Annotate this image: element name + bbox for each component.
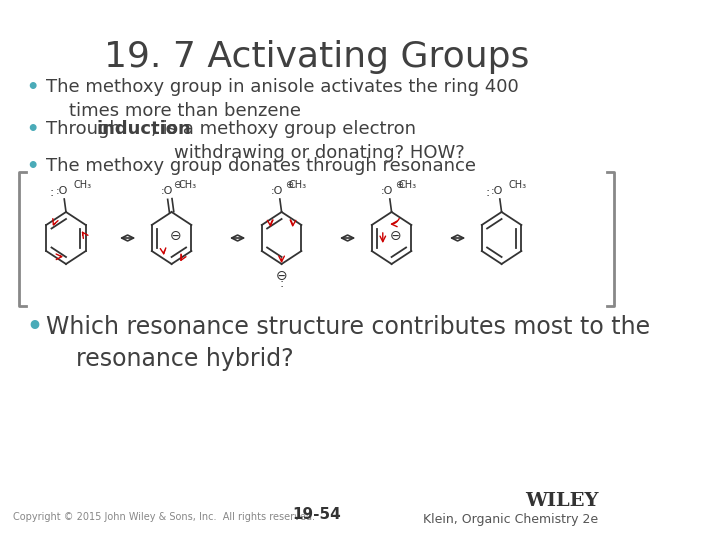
Text: Through: Through [46,120,126,138]
Text: Copyright © 2015 John Wiley & Sons, Inc.  All rights reserved.: Copyright © 2015 John Wiley & Sons, Inc.… [13,512,315,522]
Text: The methoxy group donates through resonance: The methoxy group donates through resona… [46,157,476,175]
Text: CH₃: CH₃ [73,180,91,190]
Text: •: • [27,157,39,176]
Text: CH₃: CH₃ [399,180,417,190]
Text: ⊕: ⊕ [395,180,403,190]
Text: CH₃: CH₃ [179,180,197,190]
Text: :O: :O [381,186,393,196]
Text: :O: :O [161,186,174,196]
Text: :: : [485,186,490,199]
Text: :O: :O [491,186,503,196]
Text: CH₃: CH₃ [289,180,307,190]
Text: :O: :O [55,186,68,196]
Text: WILEY: WILEY [525,492,598,510]
Text: ⊖: ⊖ [276,269,287,283]
Text: •: • [27,120,39,139]
Text: induction: induction [96,120,192,138]
Text: ⊖: ⊖ [174,180,181,190]
Text: :: : [279,277,284,290]
Text: Klein, Organic Chemistry 2e: Klein, Organic Chemistry 2e [423,513,598,526]
Text: The methoxy group in anisole activates the ring 400
    times more than benzene: The methoxy group in anisole activates t… [46,78,518,119]
Text: 19-54: 19-54 [292,507,341,522]
Text: CH₃: CH₃ [508,180,527,190]
Text: •: • [27,315,42,339]
Text: 19. 7 Activating Groups: 19. 7 Activating Groups [104,40,529,74]
Text: Which resonance structure contributes most to the
    resonance hybrid?: Which resonance structure contributes mo… [46,315,650,370]
Text: ⊖: ⊖ [169,229,181,243]
Text: , is a methoxy group electron
    withdrawing or donating? HOW?: , is a methoxy group electron withdrawin… [151,120,465,161]
Text: ⊖: ⊖ [390,229,401,243]
Text: :: : [50,186,54,199]
Text: •: • [27,78,39,97]
Text: ⊕: ⊕ [285,180,293,190]
Text: :O: :O [271,186,284,196]
